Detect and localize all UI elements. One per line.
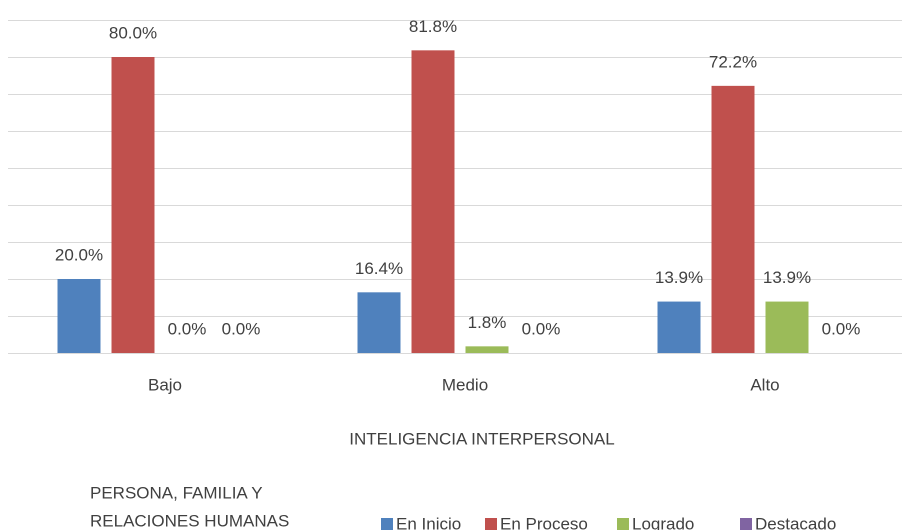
- legend-title: RELACIONES HUMANAS: [90, 511, 289, 530]
- data-label: 0.0%: [522, 319, 561, 338]
- data-label: 72.2%: [709, 52, 757, 71]
- bar: [411, 50, 455, 354]
- legend-swatch: [617, 518, 629, 530]
- bar: [711, 85, 755, 354]
- data-label: 16.4%: [355, 259, 403, 278]
- legend-swatch: [740, 518, 752, 530]
- bar: [57, 279, 101, 353]
- bar: [357, 292, 401, 353]
- data-label: 0.0%: [168, 319, 207, 338]
- x-tick-label: Medio: [442, 375, 488, 394]
- data-label: 13.9%: [763, 268, 811, 287]
- legend-title: PERSONA, FAMILIA Y: [90, 483, 263, 502]
- data-label: 0.0%: [822, 319, 861, 338]
- data-label: 20.0%: [55, 245, 103, 264]
- legend-swatch: [381, 518, 393, 530]
- data-label: 0.0%: [222, 319, 261, 338]
- bar: [657, 301, 701, 353]
- legend-label: Destacado: [755, 514, 836, 530]
- data-label: 81.8%: [409, 17, 457, 36]
- data-label: 80.0%: [109, 23, 157, 42]
- x-axis-label: INTELIGENCIA INTERPERSONAL: [349, 429, 614, 448]
- data-label: 1.8%: [468, 313, 507, 332]
- x-tick-label: Bajo: [148, 375, 182, 394]
- data-label: 13.9%: [655, 268, 703, 287]
- legend-swatch: [485, 518, 497, 530]
- bar: [765, 301, 809, 353]
- legend-label: Logrado: [632, 514, 694, 530]
- x-tick-label: Alto: [750, 375, 779, 394]
- legend-label: En Proceso: [500, 514, 588, 530]
- bar: [465, 346, 509, 353]
- bar: [111, 57, 155, 353]
- legend-label: En Inicio: [396, 514, 461, 530]
